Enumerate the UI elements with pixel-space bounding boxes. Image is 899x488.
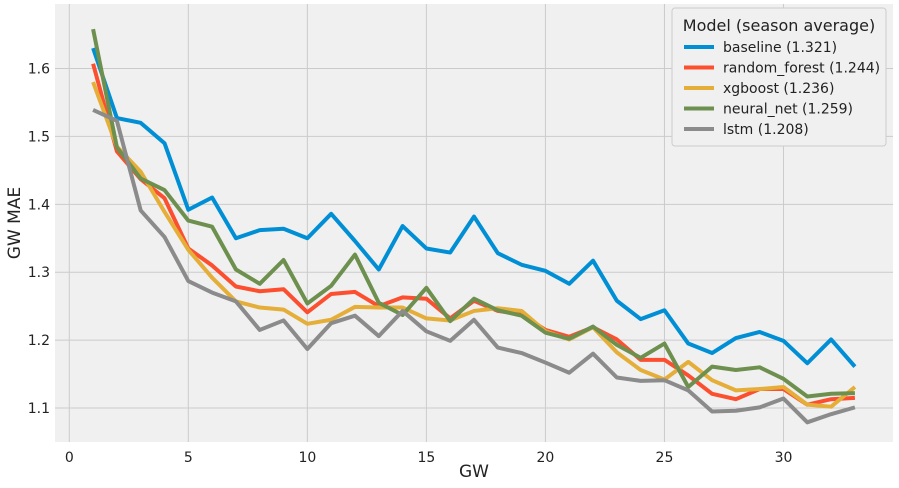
legend-label: neural_net (1.259) bbox=[723, 102, 853, 118]
y-axis-label: GW MAE bbox=[5, 187, 25, 259]
y-tick-label: 1.4 bbox=[28, 197, 50, 213]
series-line bbox=[91, 81, 857, 409]
legend-label: baseline (1.321) bbox=[723, 40, 837, 56]
legend-label: lstm (1.208) bbox=[723, 122, 809, 138]
legend-title: Model (season average) bbox=[683, 16, 875, 35]
x-axis-label: GW bbox=[459, 462, 489, 482]
series-layer bbox=[91, 28, 857, 425]
series-line bbox=[91, 47, 857, 368]
x-tick-label: 10 bbox=[298, 450, 316, 466]
legend-label: random_forest (1.244) bbox=[723, 61, 880, 77]
y-tick-label: 1.3 bbox=[28, 265, 50, 281]
x-tick-label: 0 bbox=[65, 450, 74, 466]
x-tick-label: 30 bbox=[775, 450, 793, 466]
y-tick-label: 1.6 bbox=[28, 62, 50, 78]
series-line bbox=[91, 28, 855, 399]
legend: Model (season average) baseline (1.321) r… bbox=[671, 7, 887, 147]
series-line bbox=[92, 108, 856, 425]
y-tick-label: 1.1 bbox=[28, 401, 50, 417]
legend-items: baseline (1.321) random_forest (1.244) xgb… bbox=[684, 40, 880, 138]
y-tick-label: 1.5 bbox=[28, 129, 50, 145]
x-tick-label: 20 bbox=[537, 450, 555, 466]
tick-labels: 0 5 10 15 20 25 30 1.1 1.2 1.3 1.4 1.5 1.6 bbox=[28, 62, 793, 466]
y-tick-label: 1.2 bbox=[28, 333, 50, 349]
legend-label: xgboost (1.236) bbox=[723, 81, 834, 97]
x-tick-label: 25 bbox=[656, 450, 674, 466]
x-tick-label: 15 bbox=[417, 450, 435, 466]
x-tick-label: 5 bbox=[184, 450, 193, 466]
legend-box bbox=[671, 7, 887, 147]
